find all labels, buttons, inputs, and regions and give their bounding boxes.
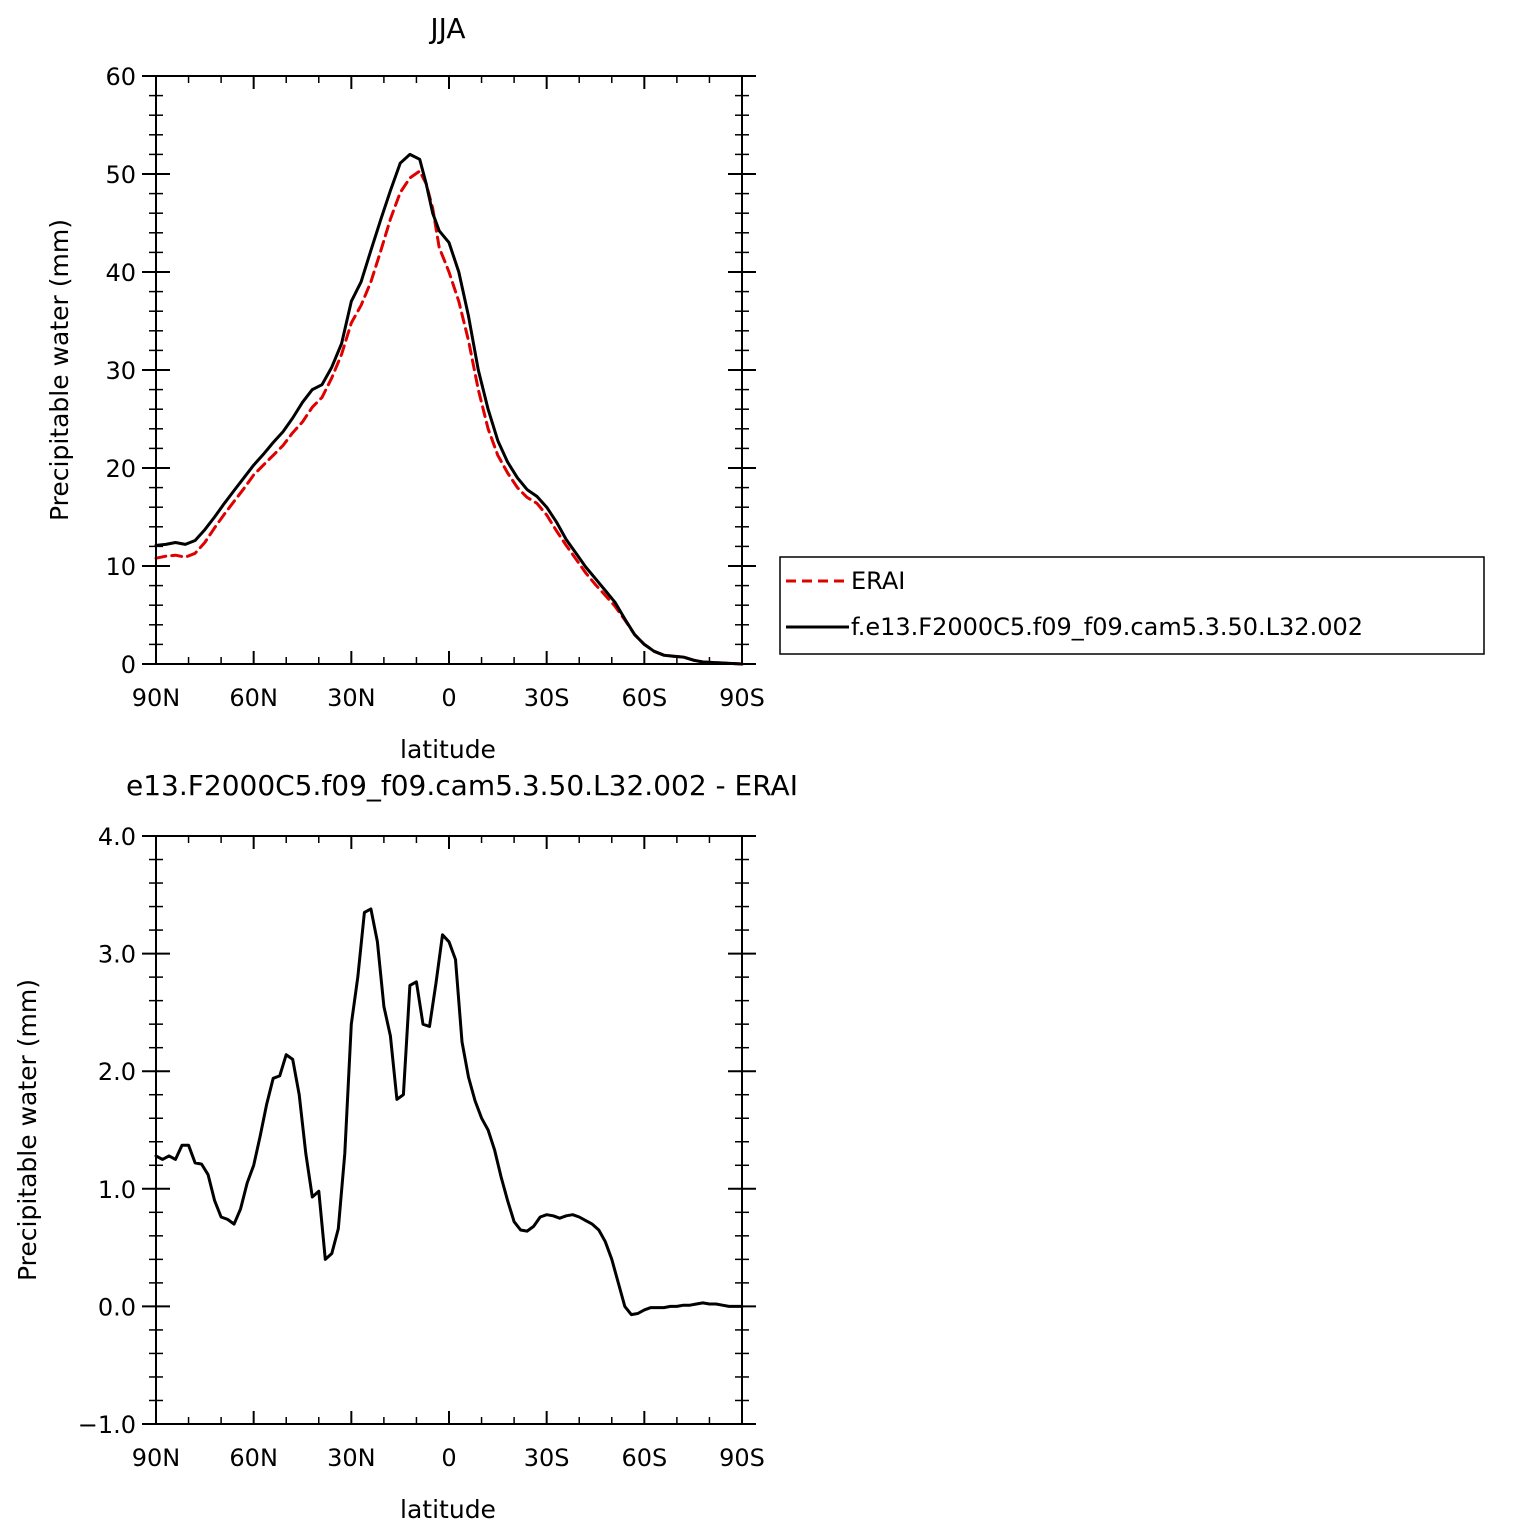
top-ytick-label: 60 xyxy=(105,63,136,91)
top-series-line-1 xyxy=(154,152,744,666)
bottom-ticks: 90N 60N 30N 0 30S 60S 90S −1.0 0.0 1.0 2.0 3.0 4.0 xyxy=(78,823,765,1472)
top-ytick-label: 0 xyxy=(121,651,136,679)
bottom-ylabel: Precipitable water (mm) xyxy=(13,979,42,1281)
top-plot-title: JJA xyxy=(428,12,465,45)
top-xtick-label: 60N xyxy=(229,684,278,712)
top-series xyxy=(154,152,744,666)
top-xtick-label: 90N xyxy=(132,684,181,712)
bottom-plot-title: e13.F2000C5.f09_f09.cam5.3.50.L32.002 - … xyxy=(126,769,798,802)
bottom-xtick-label: 90S xyxy=(719,1444,765,1472)
top-ticks: 90N 60N 30N 0 30S 60S 90S 0 10 20 30 40 50 60 xyxy=(105,63,764,712)
top-xtick-label: 90S xyxy=(719,684,765,712)
top-xtick-label: 60S xyxy=(621,684,667,712)
top-ytick-label: 20 xyxy=(105,455,136,483)
bottom-panel: e13.F2000C5.f09_f09.cam5.3.50.L32.002 - … xyxy=(13,769,798,1524)
bottom-ytick-label: 4.0 xyxy=(98,823,136,851)
bottom-xtick-label: 30N xyxy=(327,1444,376,1472)
top-xlabel: latitude xyxy=(400,735,496,764)
bottom-ytick-label: 0.0 xyxy=(98,1293,136,1321)
top-xtick-label: 30S xyxy=(524,684,570,712)
bottom-xtick-label: 60N xyxy=(229,1444,278,1472)
top-ytick-label: 30 xyxy=(105,357,136,385)
bottom-xlabel: latitude xyxy=(400,1495,496,1524)
bottom-xtick-label: 60S xyxy=(621,1444,667,1472)
legend-label-erai: ERAI xyxy=(851,567,905,595)
bottom-ytick-label: −1.0 xyxy=(78,1411,136,1439)
top-ylabel: Precipitable water (mm) xyxy=(45,219,74,521)
top-ytick-label: 50 xyxy=(105,161,136,189)
bottom-ytick-label: 3.0 xyxy=(98,941,136,969)
bottom-xtick-label: 0 xyxy=(441,1444,456,1472)
top-xtick-label: 30N xyxy=(327,684,376,712)
legend-label-model: f.e13.F2000C5.f09_f09.cam5.3.50.L32.002 xyxy=(851,613,1363,641)
top-xtick-label: 0 xyxy=(441,684,456,712)
bottom-ytick-label: 1.0 xyxy=(98,1176,136,1204)
top-plot-frame xyxy=(155,75,743,665)
bottom-xtick-label: 90N xyxy=(132,1444,181,1472)
bottom-plot-frame xyxy=(155,835,743,1425)
top-panel: JJA Precipitable water (mm) latitude 90N… xyxy=(45,12,765,764)
top-ytick-label: 10 xyxy=(105,553,136,581)
legend-box xyxy=(779,556,1485,655)
bottom-series xyxy=(154,907,744,1317)
top-ytick-label: 40 xyxy=(105,259,136,287)
bottom-series-line-0 xyxy=(154,907,744,1317)
bottom-ytick-label: 2.0 xyxy=(98,1058,136,1086)
bottom-xtick-label: 30S xyxy=(524,1444,570,1472)
legend: ERAI f.e13.F2000C5.f09_f09.cam5.3.50.L32… xyxy=(779,556,1485,655)
